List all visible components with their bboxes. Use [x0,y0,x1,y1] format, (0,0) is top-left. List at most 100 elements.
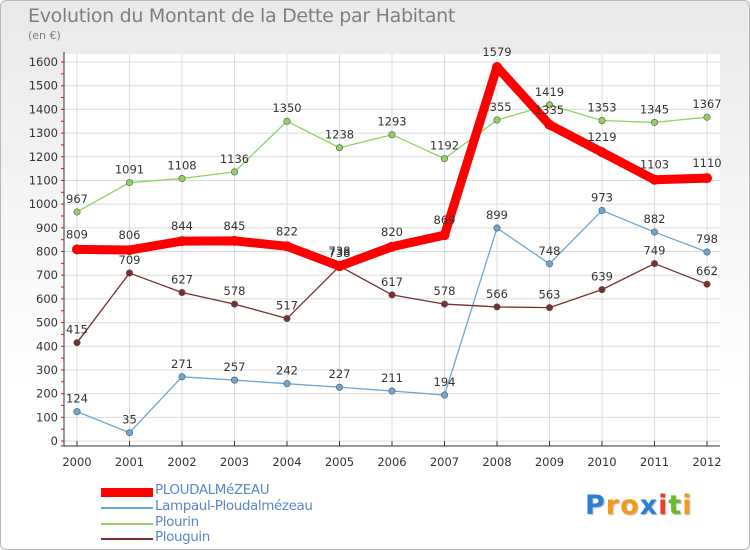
data-point [283,117,291,125]
data-point [598,207,606,215]
y-tick-label: 100 [36,410,58,424]
y-tick-label: 700 [36,268,58,282]
data-label: 578 [434,284,456,298]
data-label: 563 [539,288,561,302]
y-tick-label: 1300 [29,126,58,140]
x-tick-label: 2006 [377,455,406,469]
data-point [440,155,448,163]
data-point [126,179,134,187]
data-point [177,236,187,247]
data-point [439,230,450,241]
data-point [178,373,186,381]
data-label: 738 [329,244,351,258]
data-label: 899 [486,208,508,222]
data-point [703,248,711,256]
legend-swatch [101,538,153,540]
data-label: 806 [119,228,141,242]
data-label: 845 [224,219,246,233]
legend-swatch [101,507,153,509]
y-tick-label: 0 [51,434,58,448]
data-point [597,147,607,158]
data-point [493,116,501,124]
x-tick-label: 2009 [535,455,564,469]
data-label: 627 [171,272,193,286]
logo-letter: o [620,490,640,521]
y-tick-label: 1100 [29,173,58,187]
data-label: 1350 [272,101,301,115]
data-point [703,113,711,121]
data-point [493,303,501,311]
data-point [440,300,448,308]
data-label: 257 [224,360,246,374]
proxiti-logo: Proxiti [585,490,693,521]
data-point [73,408,81,416]
y-tick-label: 400 [36,339,58,353]
data-point [650,118,658,126]
data-point [598,286,606,294]
data-point [231,300,239,308]
data-label: 617 [381,275,403,289]
data-label: 1579 [482,45,511,59]
data-label: 1367 [692,97,721,111]
y-tick-label: 1600 [29,55,58,69]
data-label: 639 [591,270,613,284]
data-point [703,280,711,288]
data-label: 738 [329,246,351,260]
data-label: 1353 [587,101,616,115]
logo-letter: i [682,490,693,521]
logo-letter: x [639,490,659,521]
data-label: 242 [276,364,298,378]
data-label: 227 [329,367,351,381]
data-point [440,391,448,399]
y-tick-label: 200 [36,387,58,401]
data-label: 1345 [640,102,669,116]
chart-title: Evolution du Montant de la Dette par Hab… [28,5,456,27]
data-point [283,315,291,323]
legend-label: Plourin [155,514,199,530]
data-point [650,228,658,236]
data-point [231,376,239,384]
x-tick-label: 2007 [430,455,459,469]
data-label: 1335 [535,103,564,117]
data-label: 124 [66,392,88,406]
data-label: 709 [119,253,141,267]
y-tick-label: 500 [36,316,58,330]
y-tick-label: 1500 [29,79,58,93]
data-label: 1192 [430,139,459,153]
data-label: 798 [696,232,718,246]
data-label: 820 [381,225,403,239]
data-label: 271 [171,357,193,371]
data-label: 749 [644,244,666,258]
y-tick-label: 800 [36,245,58,259]
data-point [231,168,239,176]
data-label: 882 [644,212,666,226]
data-point [126,429,134,437]
y-tick-label: 900 [36,221,58,235]
x-tick-label: 2005 [325,455,354,469]
logo-letter: i [658,490,669,521]
x-tick-label: 2012 [692,455,721,469]
data-label: 517 [276,299,298,313]
data-point [126,269,134,277]
legend-label: Plouguin [155,529,210,545]
y-tick-label: 1000 [29,197,58,211]
legend-swatch [101,488,153,497]
legend-label: Lampaul-Ploudalmézeau [155,498,313,514]
data-point [178,288,186,296]
data-label: 1108 [167,159,196,173]
x-tick-label: 2010 [587,455,616,469]
data-label: 822 [276,224,298,238]
legend-swatch [101,523,153,525]
chart-subtitle: (en €) [28,29,61,42]
data-point [178,175,186,183]
data-label: 578 [224,284,246,298]
data-point [283,380,291,388]
data-label: 194 [434,375,456,389]
x-tick-label: 2011 [640,455,669,469]
data-point [388,387,396,395]
y-tick-label: 1400 [29,102,58,116]
data-point [649,174,660,185]
logo-letter: r [605,490,621,521]
